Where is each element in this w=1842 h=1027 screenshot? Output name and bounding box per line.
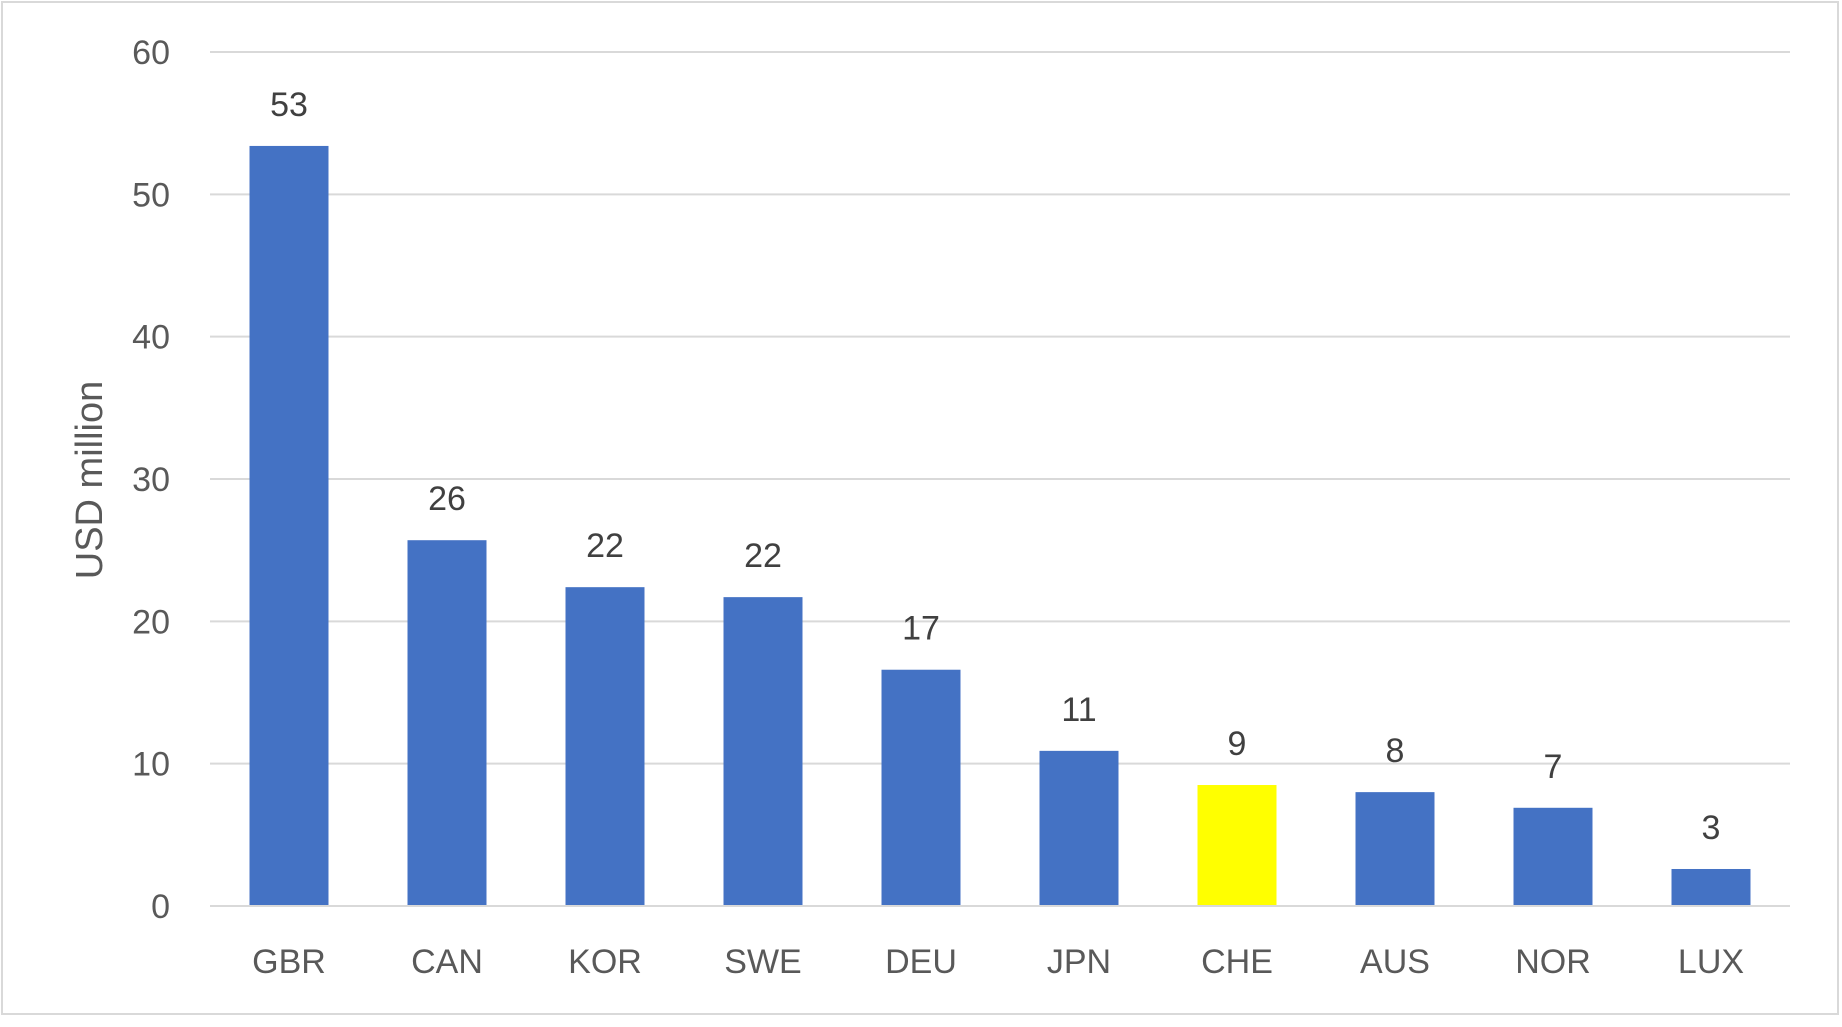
data-labels: 53 26 22 22 17 11 9 8 7 3 bbox=[270, 86, 1720, 847]
x-tick-label-jpn: JPN bbox=[1047, 943, 1111, 981]
x-tick-label-kor: KOR bbox=[568, 943, 642, 981]
y-axis-label: USD million bbox=[69, 381, 111, 579]
y-tick-label: 10 bbox=[132, 746, 170, 784]
bar-che bbox=[1197, 785, 1277, 906]
data-label-deu: 17 bbox=[902, 610, 940, 648]
y-axis-ticks: 0 10 20 30 40 50 60 bbox=[132, 34, 170, 926]
data-label-kor: 22 bbox=[586, 527, 624, 565]
x-tick-label-nor: NOR bbox=[1515, 943, 1591, 981]
data-label-che: 9 bbox=[1228, 725, 1247, 763]
x-tick-label-lux: LUX bbox=[1678, 943, 1744, 981]
x-tick-label-can: CAN bbox=[411, 943, 483, 981]
bar-aus bbox=[1355, 792, 1435, 906]
bars bbox=[249, 145, 1751, 906]
x-tick-label-che: CHE bbox=[1201, 943, 1273, 981]
x-tick-label-swe: SWE bbox=[724, 943, 801, 981]
bar-jpn bbox=[1039, 750, 1119, 906]
bar-gbr bbox=[249, 145, 329, 906]
data-label-jpn: 11 bbox=[1061, 691, 1096, 729]
data-label-gbr: 53 bbox=[270, 86, 308, 124]
data-label-aus: 8 bbox=[1386, 732, 1405, 770]
x-tick-label-deu: DEU bbox=[885, 943, 957, 981]
y-tick-label: 0 bbox=[151, 888, 170, 926]
bar-deu bbox=[881, 669, 961, 906]
x-tick-label-aus: AUS bbox=[1360, 943, 1430, 981]
bar-swe bbox=[723, 597, 803, 906]
data-label-swe: 22 bbox=[744, 537, 782, 575]
x-tick-label-gbr: GBR bbox=[252, 943, 326, 981]
y-tick-label: 20 bbox=[132, 603, 170, 641]
data-label-can: 26 bbox=[428, 480, 466, 518]
x-axis-categories: GBR CAN KOR SWE DEU JPN CHE AUS NOR LUX bbox=[252, 943, 1744, 981]
y-tick-label: 30 bbox=[132, 461, 170, 499]
y-tick-label: 40 bbox=[132, 319, 170, 357]
bar-lux bbox=[1671, 868, 1751, 906]
y-tick-label: 60 bbox=[132, 34, 170, 72]
y-tick-label: 50 bbox=[132, 176, 170, 214]
data-label-nor: 7 bbox=[1544, 748, 1563, 786]
data-label-lux: 3 bbox=[1702, 809, 1721, 847]
bar-can bbox=[407, 540, 487, 906]
bar-kor bbox=[565, 587, 645, 906]
bar-nor bbox=[1513, 807, 1593, 906]
